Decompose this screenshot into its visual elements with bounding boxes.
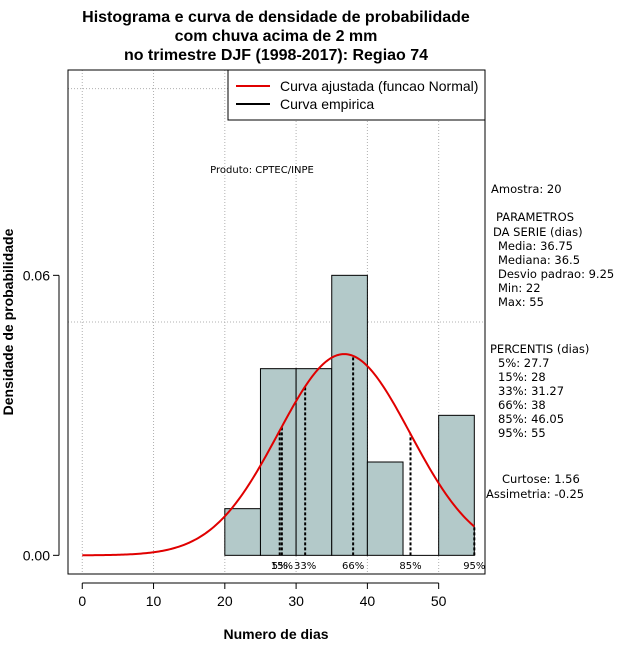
percentile-label-0: 5% (272, 561, 288, 572)
legend-box (227, 69, 486, 121)
stats-panel: Amostra: 20 PARAMETROS DA SERIE (dias) M… (486, 182, 614, 501)
histogram-bar-6 (438, 414, 475, 556)
x-tick-label-0: 0 (78, 593, 86, 609)
legend: Curva ajustada (funcao Normal) Curva emp… (227, 69, 486, 121)
histogram-bar-4 (366, 461, 404, 556)
percentile-label-3: 66% (342, 561, 364, 572)
percentis-title: PERCENTIS (dias) (490, 342, 589, 356)
y-axis: 0.00 0.06 (23, 267, 60, 563)
percentile-labels: 5%15% 33% 66% 85% 95% (271, 561, 486, 572)
percentile-label-4: 85% (399, 561, 421, 572)
y-tick-label-0: 0.00 (23, 547, 50, 563)
percentile-label-1: 15% (271, 561, 293, 572)
legend-empirical-label: Curva empirica (280, 96, 374, 112)
params-title-2: DA SERIE (dias) (493, 225, 583, 239)
param-median: Mediana: 36.5 (498, 253, 580, 267)
percentil-95: 95%: 55 (498, 426, 546, 440)
percentil-66: 66%: 38 (498, 398, 546, 412)
x-tick-label-1: 10 (146, 593, 162, 609)
fit-curve-line (82, 353, 475, 557)
percentile-label-5: 95% (463, 561, 485, 572)
kurtosis: Curtose: 1.56 (502, 472, 580, 486)
param-min: Min: 22 (498, 281, 541, 295)
histogram-bar-1 (259, 368, 297, 556)
x-tick-label-4: 40 (360, 593, 376, 609)
chart-title-line-1: Histograma e curva de densidade de proba… (82, 9, 470, 26)
skewness: Assimetria: -0.25 (486, 487, 584, 501)
x-tick-label-2: 20 (217, 593, 233, 609)
percentil-33: 33%: 31.27 (498, 384, 564, 398)
chart-title-line-3: no trimestre DJF (1998-2017): Regiao 74 (124, 47, 428, 64)
legend-fit-label: Curva ajustada (funcao Normal) (280, 78, 478, 94)
y-axis-title: Densidade de probabilidade (0, 228, 16, 415)
param-max: Max: 55 (498, 295, 544, 309)
percentil-85: 85%: 46.05 (498, 412, 564, 426)
percentile-label-2: 33% (294, 561, 316, 572)
product-annotation: Produto: CPTEC/INPE (210, 165, 314, 176)
chart-title-line-2: com chuva acima de 2 mm (175, 28, 378, 45)
param-sd: Desvio padrao: 9.25 (498, 267, 614, 281)
percentile-lines (278, 355, 476, 556)
y-tick-label-1: 0.06 (23, 267, 50, 283)
histogram-bar-3 (331, 274, 368, 556)
percentil-15: 15%: 28 (498, 370, 546, 384)
params-title-1: PARAMETROS (496, 210, 574, 224)
histogram-bar-0 (224, 508, 261, 556)
sample-size: Amostra: 20 (491, 182, 562, 196)
histogram-bars (224, 274, 475, 556)
histogram-bar-2 (295, 368, 333, 556)
percentil-5: 5%: 27.7 (498, 356, 549, 370)
x-tick-label-3: 30 (288, 593, 304, 609)
x-axis-title: Numero de dias (223, 626, 328, 642)
param-mean: Media: 36.75 (498, 239, 573, 253)
x-axis: 0 10 20 30 40 50 (78, 582, 447, 609)
x-tick-label-5: 50 (431, 593, 447, 609)
